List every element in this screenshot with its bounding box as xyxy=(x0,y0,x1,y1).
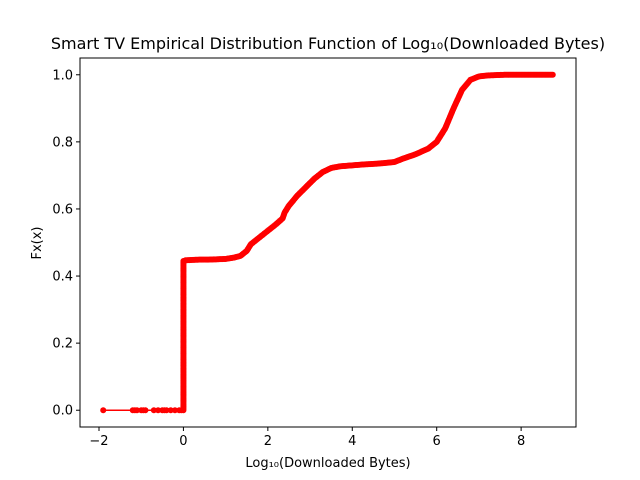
x-axis: −2 0 2 4 6 8 xyxy=(89,427,525,449)
y-tick-label: 0.6 xyxy=(52,202,73,217)
x-tick-label: 8 xyxy=(517,434,525,449)
data-point xyxy=(150,407,157,414)
y-tick-label: 0.2 xyxy=(52,337,73,352)
x-tick-label: 4 xyxy=(348,434,356,449)
y-tick-label: 0.0 xyxy=(52,404,73,419)
x-tick-label: 0 xyxy=(179,434,187,449)
axes-frame xyxy=(79,57,577,428)
chart-title: Smart TV Empirical Distribution Function… xyxy=(51,34,605,53)
plot-area xyxy=(100,71,556,414)
x-tick-label: 6 xyxy=(433,434,441,449)
data-point xyxy=(133,407,140,414)
x-axis-label: Log₁₀(Downloaded Bytes) xyxy=(245,456,410,471)
y-tick-label: 0.4 xyxy=(52,270,73,285)
data-point xyxy=(155,407,162,414)
series-line xyxy=(103,74,553,411)
y-tick-label: 1.0 xyxy=(52,68,73,83)
y-tick-label: 0.8 xyxy=(52,135,73,150)
x-tick-label: 2 xyxy=(264,434,272,449)
y-axis-label: Fx(x) xyxy=(30,226,45,259)
data-point xyxy=(163,407,170,414)
data-point xyxy=(171,407,178,414)
y-axis: 0.0 0.2 0.4 0.6 0.8 1.0 xyxy=(52,68,80,419)
data-point xyxy=(167,407,174,414)
data-point xyxy=(100,407,107,414)
x-tick-label: −2 xyxy=(89,434,108,449)
data-point xyxy=(142,407,149,414)
data-point xyxy=(549,71,556,78)
